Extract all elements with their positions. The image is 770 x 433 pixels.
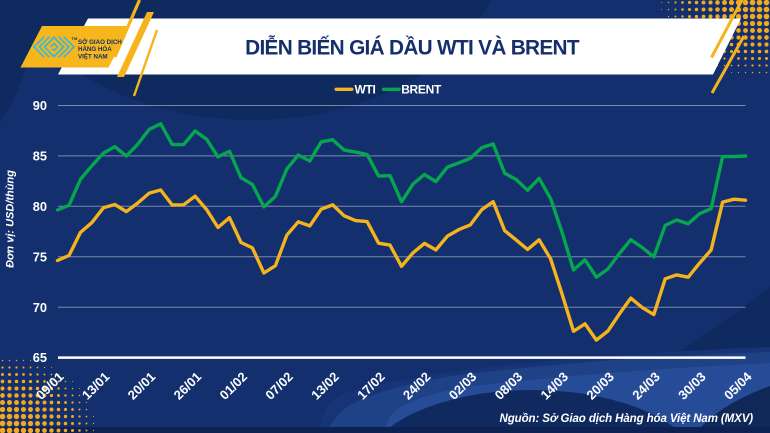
svg-text:70: 70 (33, 300, 47, 315)
svg-text:SỞ GIAO DỊCH: SỞ GIAO DỊCH (78, 39, 122, 46)
svg-text:BRENT: BRENT (401, 83, 442, 97)
svg-text:Đơn vị: USD/thùng: Đơn vị: USD/thùng (5, 170, 17, 268)
svg-text:DIỄN BIẾN GIÁ DẦU WTI VÀ BRENT: DIỄN BIẾN GIÁ DẦU WTI VÀ BRENT (245, 37, 580, 60)
svg-text:WTI: WTI (355, 83, 376, 97)
svg-text:VIỆT NAM: VIỆT NAM (78, 52, 108, 60)
svg-text:Nguồn: Sở Giao dịch Hàng hóa V: Nguồn: Sở Giao dịch Hàng hóa Việt Nam (M… (500, 413, 754, 425)
svg-text:75: 75 (33, 249, 47, 264)
svg-text:65: 65 (33, 350, 47, 365)
svg-text:90: 90 (33, 98, 47, 113)
svg-text:80: 80 (33, 199, 47, 214)
svg-text:85: 85 (33, 149, 47, 164)
svg-text:TM: TM (72, 36, 78, 41)
svg-text:HÀNG HÓA: HÀNG HÓA (78, 45, 112, 53)
